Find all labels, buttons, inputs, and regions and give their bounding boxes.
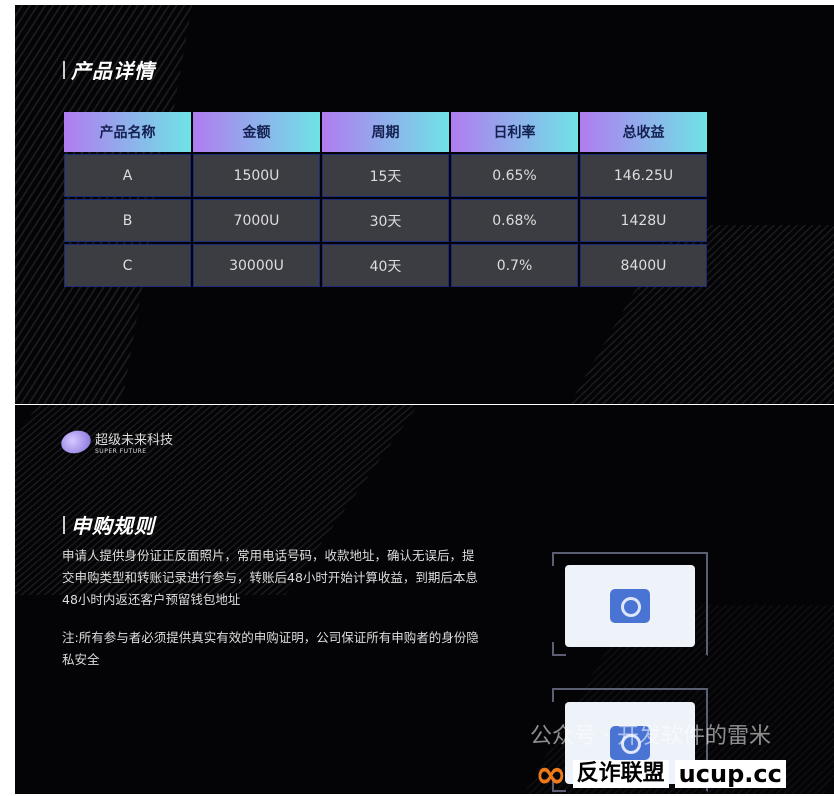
section-title: 申购规则 [63,510,155,539]
logo-name: 超级未来科技 [95,433,174,448]
column-header: 产品名称 [64,112,191,152]
cell: 0.68% [451,199,578,242]
section-title: 产品详情 [63,55,155,84]
table-row: A 1500U 15天 0.65% 146.25U [64,154,707,197]
cell: 30000U [193,244,320,287]
cell: 8400U [580,244,707,287]
cell: 40天 [322,244,449,287]
product-details-panel: 产品详情 产品名称 金额 周期 日利率 总收益 A 1500U 15天 0.65… [15,5,834,404]
camera-icon [610,589,650,623]
column-header: 金额 [193,112,320,152]
logo-subtitle: SUPER FUTURE [95,448,147,455]
company-logo: 超级未来科技 SUPER FUTURE [58,427,174,457]
id-card-front-upload[interactable] [565,565,695,647]
column-header: 总收益 [580,112,707,152]
infinity-logo-icon: ∞ [535,752,567,796]
product-table: 产品名称 金额 周期 日利率 总收益 A 1500U 15天 0.65% 146… [62,110,709,289]
cell: C [64,244,191,287]
planet-icon [58,427,94,457]
brand-name: 反诈联盟 [572,760,669,788]
cell: 0.65% [451,154,578,197]
cell: 146.25U [580,154,707,197]
table-row: C 30000U 40天 0.7% 8400U [64,244,707,287]
rules-paragraph: 申请人提供身份证正反面照片，常用电话号码，收款地址，确认无误后，提交申购类型和转… [62,548,478,607]
cell: A [64,154,191,197]
cell: 1428U [580,199,707,242]
rules-text: 申请人提供身份证正反面照片，常用电话号码，收款地址，确认无误后，提交申购类型和转… [62,545,482,671]
cell: B [64,199,191,242]
watermark-text: 公众号 · 开发软件的雷米 [530,724,771,749]
cell: 30天 [322,199,449,242]
table-row: B 7000U 30天 0.68% 1428U [64,199,707,242]
column-header: 周期 [322,112,449,152]
section-title-text: 申购规则 [71,514,155,538]
brand-site: ucup.cc [674,760,786,788]
table-header: 产品名称 金额 周期 日利率 总收益 [64,112,707,152]
cell: 1500U [193,154,320,197]
subscription-rules-panel: 超级未来科技 SUPER FUTURE 申购规则 申请人提供身份证正反面照片，常… [15,405,834,794]
watermark-brand: ∞ 反诈联盟 ucup.cc [535,752,786,796]
camera-icon [610,726,650,760]
cell: 0.7% [451,244,578,287]
rules-note: 注:所有参与者必须提供真实有效的申购证明，公司保证所有申购者的身份隐私安全 [62,630,479,667]
column-header: 日利率 [451,112,578,152]
section-title-text: 产品详情 [71,59,155,83]
cell: 15天 [322,154,449,197]
cell: 7000U [193,199,320,242]
